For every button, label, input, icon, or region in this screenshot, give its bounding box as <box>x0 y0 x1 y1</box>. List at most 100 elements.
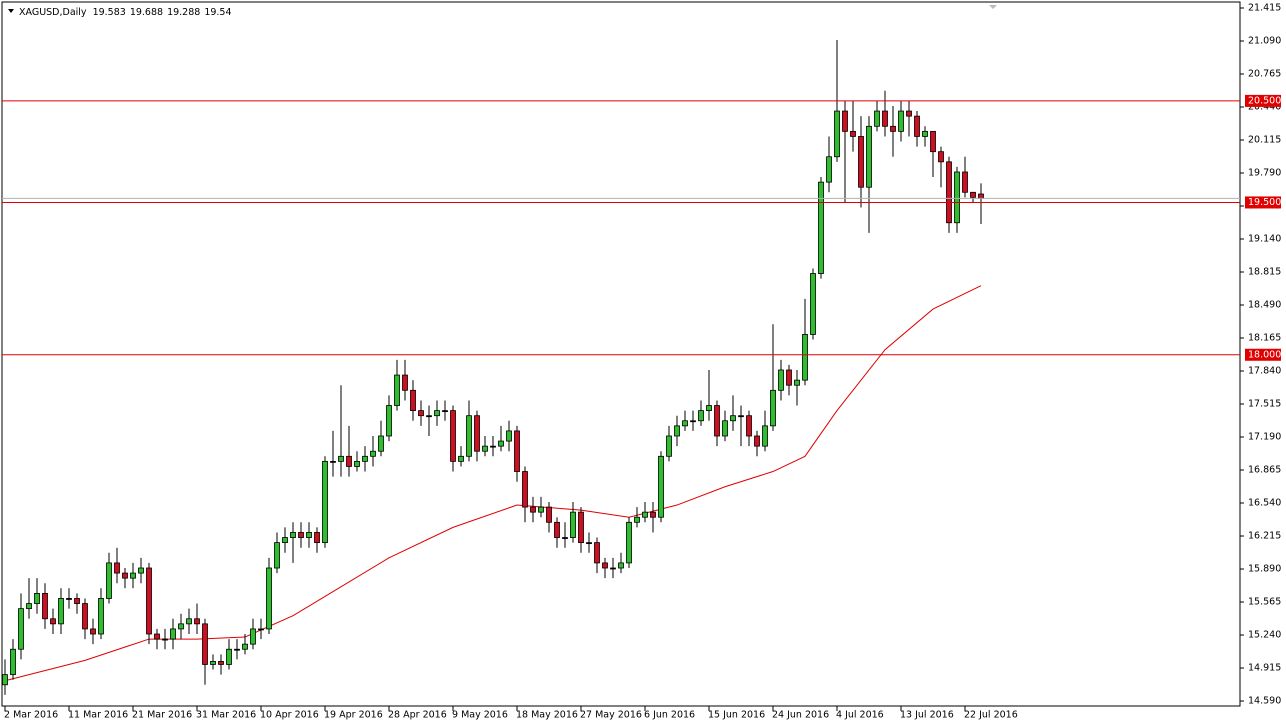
last-close: 19.54 <box>204 7 231 18</box>
candle-body <box>938 151 944 163</box>
candle-body <box>778 369 784 391</box>
candle-body <box>522 471 528 508</box>
candle-body <box>914 115 920 137</box>
candle-body <box>850 130 856 137</box>
candle-body <box>762 425 768 447</box>
symbol: XAGUSD,Daily <box>19 7 87 18</box>
y-tick-label: 16.215 <box>1248 531 1281 542</box>
candle-body <box>226 648 232 665</box>
last-open: 19.583 <box>93 7 126 18</box>
candle-body <box>322 460 328 544</box>
candle-body <box>442 410 448 413</box>
candle-body <box>706 405 712 412</box>
candle-body <box>34 592 40 604</box>
candle-body <box>554 521 560 538</box>
level-label: 18.000 <box>1248 349 1281 360</box>
candle-body <box>346 455 352 467</box>
candle-body <box>546 506 552 523</box>
candle-body <box>338 455 344 462</box>
y-tick-label: 15.565 <box>1248 597 1281 608</box>
last-low: 19.288 <box>167 7 200 18</box>
candle-body <box>42 592 48 620</box>
candle-body <box>386 405 392 437</box>
candle-body <box>602 562 608 569</box>
candle-body <box>490 445 496 448</box>
x-tick-label: 2 Mar 2016 <box>4 710 58 721</box>
candle-body <box>362 455 368 462</box>
candle-body <box>882 110 888 127</box>
candle-body <box>642 511 648 518</box>
level-label-box <box>1245 348 1281 361</box>
x-tick-label: 4 Jul 2016 <box>836 710 884 721</box>
candle-body <box>130 572 136 579</box>
candle-body <box>122 572 128 579</box>
candle-body <box>314 532 320 544</box>
candle-body <box>378 435 384 452</box>
x-tick-label: 19 Apr 2016 <box>324 710 383 721</box>
candle-body <box>194 618 200 625</box>
candle-body <box>634 516 640 523</box>
y-tick-label: 21.415 <box>1248 2 1281 13</box>
candle-body <box>74 598 80 604</box>
y-tick-label: 14.590 <box>1248 696 1281 707</box>
shift-marker <box>989 5 997 9</box>
candle-body <box>842 110 848 132</box>
candle-body <box>330 460 336 463</box>
y-tick-label: 20.115 <box>1248 134 1281 145</box>
candle-body <box>714 405 720 437</box>
candle-body <box>802 334 808 381</box>
candle-body <box>458 455 464 462</box>
level-label: 20.500 <box>1248 95 1281 106</box>
candle-body <box>410 389 416 412</box>
candle-body <box>298 532 304 538</box>
candle-body <box>754 435 760 447</box>
candle-body <box>618 562 624 569</box>
plot-frame <box>1 1 1241 707</box>
candle-body <box>586 542 592 545</box>
y-tick-label: 18.815 <box>1248 267 1281 278</box>
candle-body <box>58 598 64 625</box>
candle-body <box>114 562 120 574</box>
candle-body <box>818 181 824 274</box>
candle-body <box>170 628 176 640</box>
y-tick-label: 19.140 <box>1248 234 1281 245</box>
candle-body <box>682 420 688 427</box>
x-tick-label: 24 Jun 2016 <box>772 710 829 721</box>
candle-body <box>930 130 936 153</box>
candle-body <box>482 445 488 452</box>
candle-body <box>394 374 400 406</box>
candle-body <box>106 562 112 599</box>
candle-body <box>154 633 160 640</box>
y-tick-label: 15.890 <box>1248 564 1281 575</box>
candle-body <box>978 193 984 199</box>
candle-body <box>578 511 584 544</box>
candle-body <box>26 603 32 610</box>
candle-body <box>530 506 536 513</box>
candle-body <box>418 410 424 417</box>
candle-body <box>18 608 24 650</box>
candle-body <box>874 110 880 127</box>
candle-body <box>690 420 696 423</box>
candle-body <box>674 425 680 437</box>
candle-body <box>730 415 736 422</box>
level-label-box <box>1245 196 1281 209</box>
y-tick-label: 20.765 <box>1248 68 1281 79</box>
candle-body <box>946 161 952 224</box>
candle-body <box>970 191 976 198</box>
y-tick-label: 17.515 <box>1248 399 1281 410</box>
candle-body <box>858 136 864 188</box>
candle-body <box>370 450 376 457</box>
candle-body <box>722 420 728 437</box>
candle-body <box>826 156 832 183</box>
y-tick-label: 16.540 <box>1248 498 1281 509</box>
candle-body <box>210 661 216 665</box>
candle-body <box>266 567 272 630</box>
y-tick-label: 16.865 <box>1248 465 1281 476</box>
last-high: 19.688 <box>130 7 163 18</box>
candle-body <box>666 435 672 457</box>
candle-body <box>426 415 432 418</box>
candle-body <box>786 369 792 386</box>
candle-body <box>794 379 800 386</box>
y-tick-label: 21.090 <box>1248 35 1281 46</box>
candle-body <box>538 506 544 513</box>
